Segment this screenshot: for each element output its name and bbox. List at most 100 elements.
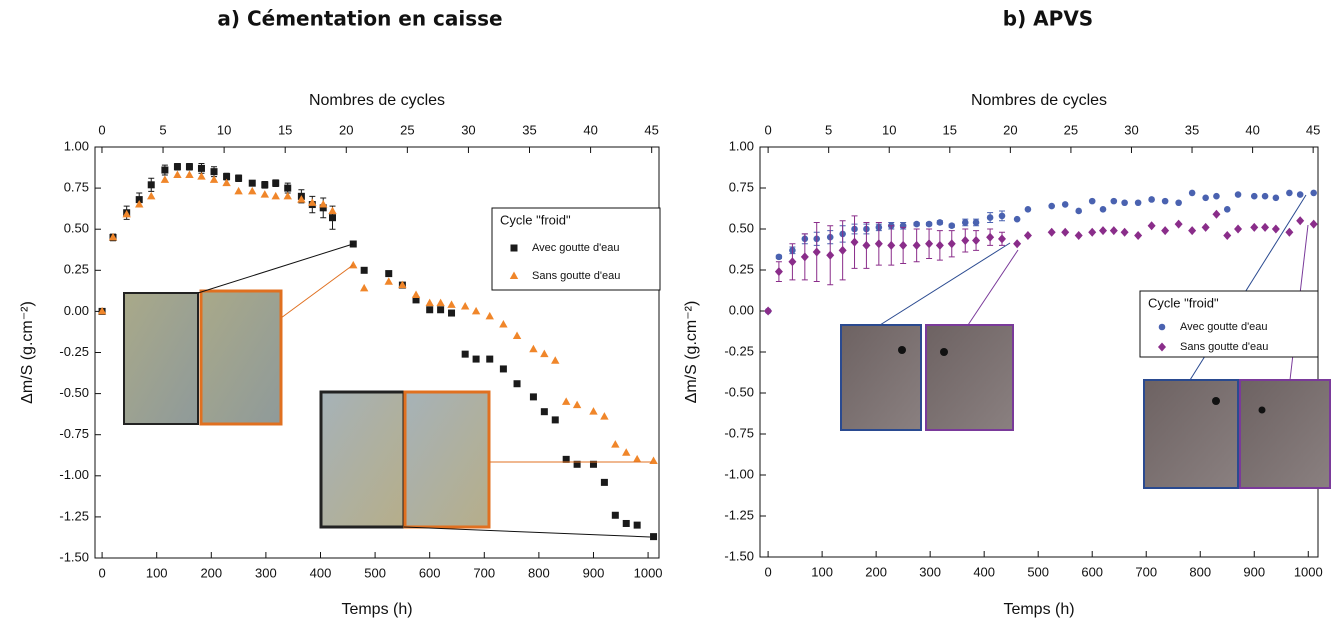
- y-tick-label: -1.50: [724, 548, 754, 563]
- marker: [774, 267, 783, 277]
- marker: [986, 214, 994, 221]
- marker: [600, 478, 608, 486]
- photo: [1143, 379, 1239, 489]
- marker: [622, 448, 631, 456]
- x-tick-label: 1000: [634, 565, 663, 580]
- marker: [874, 239, 883, 249]
- y-tick-label: 1.00: [64, 138, 89, 153]
- x-tick-label: 200: [200, 565, 222, 580]
- x-tick-label: 300: [255, 565, 277, 580]
- marker: [499, 320, 508, 328]
- marker: [961, 235, 970, 245]
- y-tick-label: 0.25: [729, 261, 754, 276]
- marker: [800, 252, 809, 262]
- marker: [384, 277, 393, 285]
- x2-tick-label: 0: [764, 122, 771, 137]
- y-tick-label: 0.50: [64, 221, 89, 236]
- x2-tick-label: 45: [644, 122, 658, 137]
- marker: [1161, 226, 1170, 236]
- marker: [1296, 216, 1305, 226]
- y-tick-label: -0.75: [59, 426, 89, 441]
- marker: [222, 178, 231, 187]
- x2-tick-label: 15: [278, 122, 292, 137]
- x-tick-label: 900: [583, 565, 605, 580]
- marker: [485, 311, 494, 320]
- marker: [775, 253, 783, 261]
- x2-axis-label: Nombres de cycles: [309, 92, 445, 109]
- marker: [161, 166, 169, 174]
- marker: [1088, 227, 1097, 237]
- legend-layer: Cycle "froid" Avec goutte d'eau Sans goutt…: [491, 207, 1319, 358]
- x-tick-label: 100: [146, 565, 168, 580]
- marker: [272, 179, 280, 187]
- y-tick-label: 0.50: [729, 220, 754, 235]
- marker: [173, 170, 182, 178]
- marker: [561, 397, 571, 405]
- photo: [925, 324, 1014, 431]
- marker: [551, 416, 559, 424]
- y-tick-label: 0.75: [729, 179, 754, 194]
- marker: [562, 455, 570, 463]
- marker: [1047, 227, 1056, 237]
- marker: [1134, 199, 1142, 207]
- marker: [912, 240, 921, 250]
- marker: [411, 290, 421, 298]
- photos: [123, 194, 1331, 538]
- marker: [223, 173, 231, 181]
- photo-hole: [1212, 397, 1220, 405]
- marker: [788, 257, 797, 267]
- marker: [147, 191, 156, 200]
- marker: [297, 195, 306, 203]
- marker: [447, 300, 456, 308]
- marker: [649, 456, 658, 465]
- x2-tick-label: 40: [583, 122, 597, 137]
- x-tick-label: 400: [310, 565, 332, 580]
- marker: [1212, 209, 1221, 219]
- x2-tick-label: 45: [1306, 122, 1320, 137]
- marker: [283, 191, 292, 200]
- marker: [572, 400, 582, 409]
- marker: [1134, 231, 1143, 241]
- y-tick-label: 1.00: [729, 138, 754, 153]
- marker: [1188, 226, 1197, 236]
- x-tick-label: 500: [1027, 564, 1049, 579]
- connector: [403, 526, 651, 538]
- marker: [209, 175, 219, 183]
- marker: [513, 380, 521, 388]
- marker: [850, 237, 859, 247]
- marker: [551, 356, 560, 364]
- x-tick-label: 800: [528, 565, 550, 580]
- photo-hole: [1258, 406, 1266, 414]
- marker: [512, 331, 522, 340]
- marker: [1075, 207, 1083, 215]
- legend-title: Cycle "froid": [500, 212, 571, 227]
- marker: [1309, 219, 1318, 229]
- marker: [573, 460, 581, 468]
- legend-marker: [509, 271, 519, 279]
- x2-tick-label: 25: [400, 122, 414, 137]
- x2-tick-label: 30: [1124, 122, 1138, 137]
- chart-title: b) APVS: [1003, 7, 1093, 31]
- marker: [1250, 222, 1259, 232]
- marker: [925, 220, 933, 228]
- marker: [1201, 222, 1210, 232]
- marker: [936, 219, 944, 226]
- marker: [349, 240, 357, 248]
- marker: [147, 181, 155, 189]
- marker: [972, 219, 980, 226]
- marker: [1024, 206, 1032, 213]
- marker: [472, 355, 480, 363]
- marker: [1223, 231, 1232, 241]
- marker: [1234, 224, 1243, 234]
- marker: [1223, 206, 1231, 213]
- marker: [1061, 227, 1070, 237]
- marker: [328, 206, 337, 215]
- marker: [862, 240, 871, 250]
- marker: [135, 200, 144, 208]
- y-tick-label: 0.00: [64, 303, 89, 318]
- x2-tick-label: 40: [1245, 122, 1259, 137]
- marker: [486, 355, 494, 363]
- marker: [1285, 227, 1294, 237]
- marker: [935, 240, 944, 250]
